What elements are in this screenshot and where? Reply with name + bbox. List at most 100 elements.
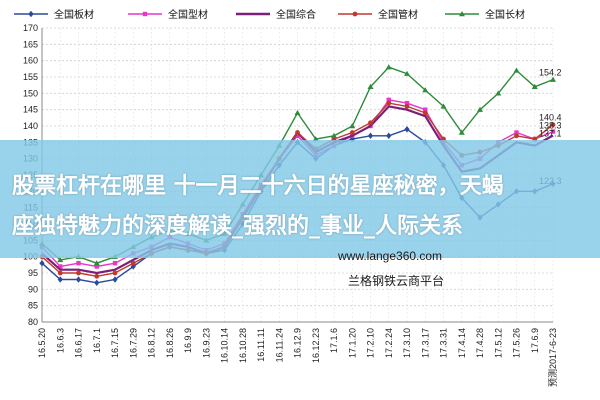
data-point	[112, 276, 118, 283]
y-tick-label: 90	[28, 284, 38, 294]
x-tick-label: 16.6.3	[55, 328, 65, 353]
data-point	[514, 133, 519, 139]
x-tick-label: 16.5.20	[37, 328, 47, 358]
x-tick-label: 16.7.15	[110, 328, 120, 358]
x-tick-label: 16.6.17	[74, 328, 84, 358]
x-tick-label: 17.2.10	[366, 328, 376, 358]
legend: 全国板材 全国型材 全国综合 全国管材 全国长材	[14, 8, 525, 21]
data-point	[39, 260, 45, 267]
x-tick-label: 17.4.14	[457, 328, 467, 358]
data-point	[112, 261, 118, 266]
x-tick-label: 17.4.28	[475, 328, 485, 358]
data-point	[404, 70, 410, 76]
data-point	[550, 76, 556, 82]
legend-marker	[142, 11, 148, 17]
data-point	[423, 107, 428, 112]
y-tick-label: 155	[23, 72, 38, 82]
legend-label: 全国板材	[54, 8, 94, 21]
data-point	[349, 130, 355, 135]
legend-item: 全国综合	[236, 8, 316, 21]
data-point	[76, 261, 81, 266]
x-tick-label: 16.11.24	[274, 328, 284, 362]
data-point	[76, 270, 81, 276]
legend-item: 全国长材	[445, 8, 525, 21]
data-point	[440, 103, 447, 109]
data-point	[349, 123, 356, 129]
legend-marker	[28, 10, 34, 18]
data-point	[94, 273, 100, 279]
data-point	[312, 136, 319, 142]
legend-label: 全国管材	[378, 8, 418, 21]
y-tick-label: 80	[28, 317, 38, 327]
x-tick-label: 16.12.9	[293, 328, 303, 358]
x-tick-label: 17.1.6	[329, 328, 339, 353]
legend-marker	[459, 11, 465, 17]
data-point	[422, 110, 428, 116]
legend-label: 全国长材	[485, 8, 525, 21]
x-tick-label: 16.7.29	[128, 328, 138, 358]
x-tick-label: 17.5.12	[493, 328, 503, 358]
data-point	[386, 97, 391, 103]
data-point	[386, 132, 392, 139]
banner-text-line-1: 股票杠杆在哪里 十一月二十六日的星座秘密，天蝎	[12, 174, 504, 199]
y-tick-label: 85	[28, 301, 38, 311]
legend-item: 全国管材	[338, 8, 418, 21]
x-tick-label: 16.9.9	[183, 328, 193, 353]
data-point	[331, 132, 337, 138]
data-point	[404, 100, 410, 106]
x-tick-label: 预测2017-6-23	[548, 328, 558, 387]
x-tick-label: 17.3.31	[439, 328, 449, 358]
data-point	[514, 130, 519, 135]
x-tick-label: 17.6.9	[530, 328, 540, 353]
y-tick-label: 145	[23, 105, 38, 115]
data-point	[550, 122, 556, 128]
watermark-name: 兰格钢铁云商平台	[348, 274, 445, 288]
y-tick-label: 160	[23, 56, 38, 66]
data-point	[404, 126, 410, 133]
data-point	[367, 83, 374, 89]
watermark-url: www.lange360.com	[338, 249, 443, 263]
data-point	[513, 67, 520, 73]
data-point	[385, 64, 392, 70]
data-point	[94, 264, 99, 269]
data-point	[550, 129, 556, 134]
end-value-label: 154.2	[539, 68, 562, 78]
x-tick-label: 17.3.17	[420, 328, 430, 358]
overlay-banner: 股票杠杆在哪里 十一月二十六日的星座秘密，天蝎 座独特魅力的深度解读_强烈的_事…	[0, 140, 600, 258]
y-tick-label: 170	[23, 23, 38, 33]
x-tick-label: 17.1.20	[347, 328, 357, 358]
data-point	[295, 130, 300, 135]
end-value-label: 140.4	[539, 113, 562, 123]
data-point	[295, 133, 300, 138]
x-tick-label: 16.10.28	[238, 328, 248, 363]
data-point	[367, 132, 374, 139]
data-point	[57, 256, 64, 263]
data-point	[93, 260, 100, 266]
data-point	[458, 129, 465, 135]
data-point	[112, 270, 118, 276]
y-tick-label: 140	[23, 121, 38, 131]
data-point	[58, 264, 63, 269]
data-point	[386, 100, 392, 106]
legend-label: 全国综合	[276, 8, 316, 21]
data-point	[404, 104, 410, 109]
data-point	[94, 279, 100, 286]
data-point	[130, 260, 136, 266]
data-point	[368, 120, 373, 126]
legend-label: 全国型材	[168, 8, 208, 21]
x-tick-label: 16.8.26	[165, 328, 175, 358]
data-point	[57, 276, 63, 283]
banner-text-line-2: 座独特魅力的深度解读_强烈的_事业_人际关系	[12, 214, 464, 239]
legend-marker	[352, 11, 358, 17]
end-value-label: 137.1	[539, 128, 562, 138]
x-tick-label: 16.10.14	[220, 328, 230, 363]
x-tick-label: 16.8.12	[147, 328, 157, 358]
y-tick-label: 165	[23, 39, 38, 49]
data-point	[75, 276, 82, 283]
x-tick-label: 16.11.11	[256, 328, 266, 362]
y-tick-label: 150	[23, 88, 38, 98]
end-value-label: 138.3	[539, 121, 562, 131]
data-point	[294, 109, 301, 116]
data-point	[495, 90, 502, 96]
x-tick-label: 17.2.24	[384, 328, 394, 358]
